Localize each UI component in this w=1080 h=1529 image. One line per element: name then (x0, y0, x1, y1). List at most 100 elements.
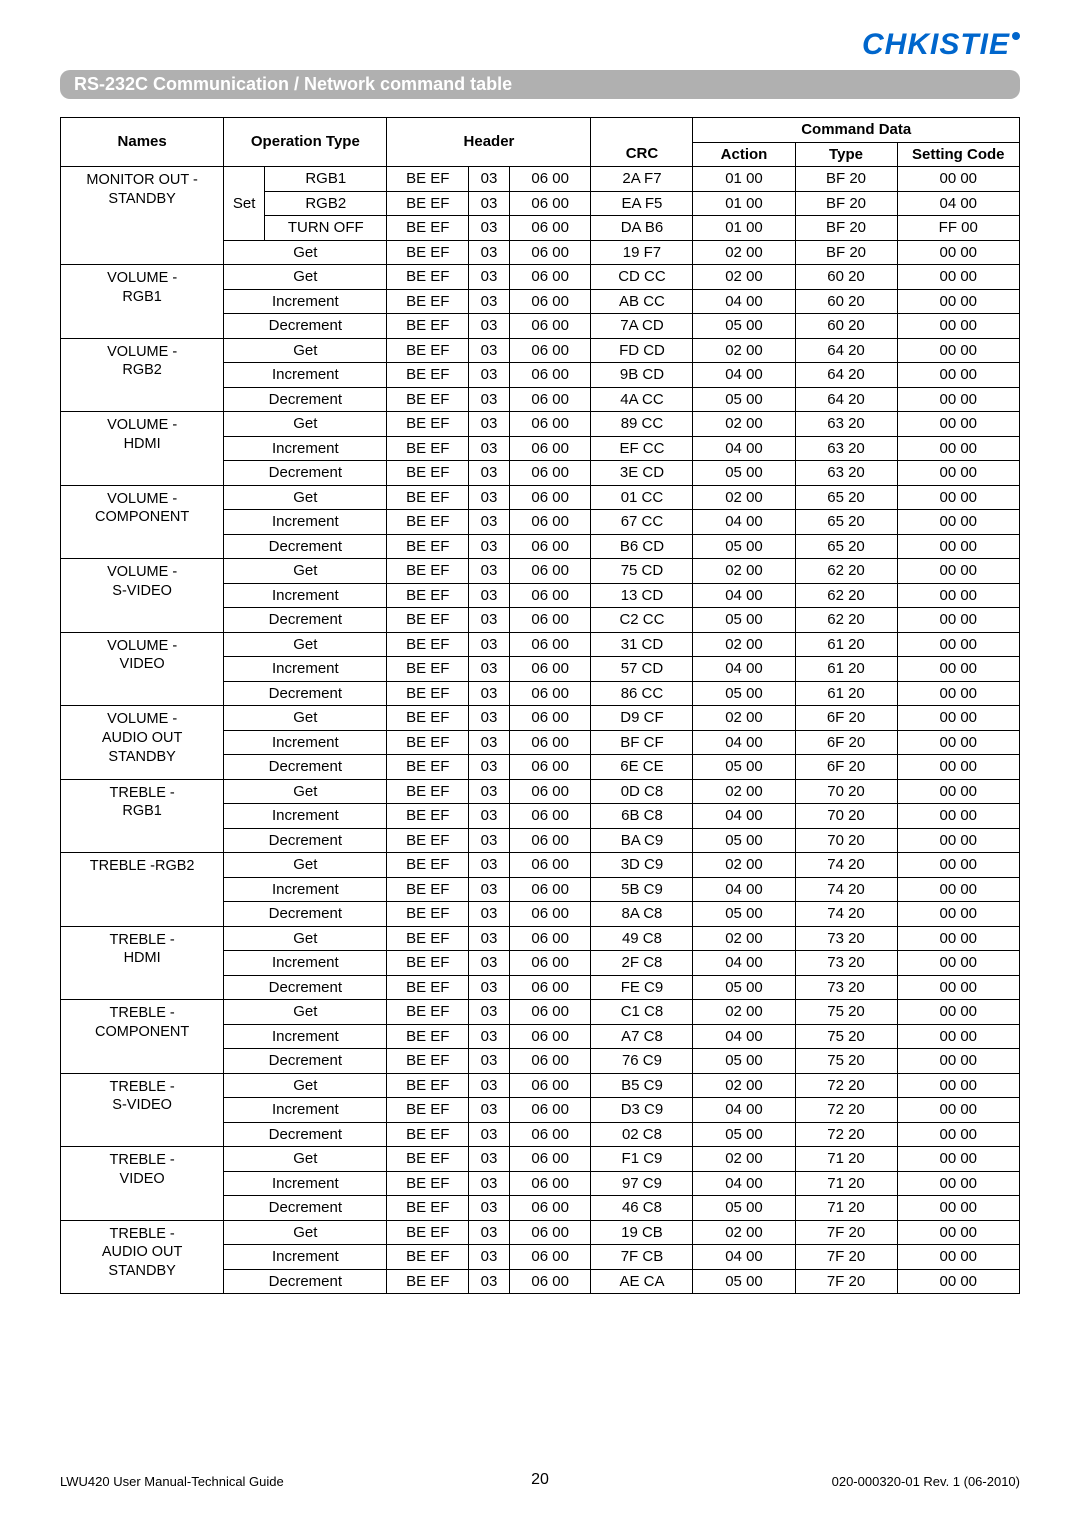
logo: CHKISTIE (862, 28, 1020, 62)
type-cell: BF 20 (795, 240, 897, 265)
h3-cell: 06 00 (509, 779, 591, 804)
h2-cell: 03 (469, 779, 510, 804)
h1-cell: BE EF (387, 461, 469, 486)
type-cell: 64 20 (795, 363, 897, 388)
h2-cell: 03 (469, 1196, 510, 1221)
type-cell: 62 20 (795, 608, 897, 633)
h1-cell: BE EF (387, 314, 469, 339)
op-full-cell: Decrement (224, 681, 387, 706)
type-cell: 62 20 (795, 559, 897, 584)
op-value-cell: TURN OFF (265, 216, 387, 241)
h2-cell: 03 (469, 706, 510, 731)
command-table: Names Operation Type Header Command Data… (60, 117, 1020, 1294)
action-cell: 05 00 (693, 534, 795, 559)
op-full-cell: Get (224, 1220, 387, 1245)
h3-cell: 06 00 (509, 926, 591, 951)
h1-cell: BE EF (387, 1049, 469, 1074)
crc-cell: 0D C8 (591, 779, 693, 804)
h2-cell: 03 (469, 853, 510, 878)
table-row: TREBLE - VIDEOGetBE EF0306 00F1 C902 007… (61, 1147, 1020, 1172)
h3-cell: 06 00 (509, 951, 591, 976)
h2-cell: 03 (469, 436, 510, 461)
h1-cell: BE EF (387, 975, 469, 1000)
crc-cell: 3D C9 (591, 853, 693, 878)
type-cell: 62 20 (795, 583, 897, 608)
code-cell: 00 00 (897, 1196, 1019, 1221)
code-cell: 00 00 (897, 730, 1019, 755)
crc-cell: D9 CF (591, 706, 693, 731)
action-cell: 04 00 (693, 583, 795, 608)
action-cell: 05 00 (693, 681, 795, 706)
code-cell: 00 00 (897, 1220, 1019, 1245)
action-cell: 04 00 (693, 1245, 795, 1270)
code-cell: 00 00 (897, 681, 1019, 706)
h3-cell: 06 00 (509, 1245, 591, 1270)
crc-cell: A7 C8 (591, 1024, 693, 1049)
type-cell: 71 20 (795, 1147, 897, 1172)
h3-cell: 06 00 (509, 1000, 591, 1025)
crc-cell: BF CF (591, 730, 693, 755)
action-cell: 02 00 (693, 412, 795, 437)
type-cell: 7F 20 (795, 1245, 897, 1270)
action-cell: 04 00 (693, 436, 795, 461)
h2-cell: 03 (469, 1024, 510, 1049)
code-cell: 00 00 (897, 1000, 1019, 1025)
page-number: 20 (531, 1471, 549, 1489)
h3-cell: 06 00 (509, 314, 591, 339)
crc-cell: AB CC (591, 289, 693, 314)
code-cell: 00 00 (897, 1147, 1019, 1172)
table-row: VOLUME - COMPONENTGetBE EF0306 0001 CC02… (61, 485, 1020, 510)
h1-cell: BE EF (387, 706, 469, 731)
crc-cell: 5B C9 (591, 877, 693, 902)
op-full-cell: Increment (224, 1098, 387, 1123)
h2-cell: 03 (469, 265, 510, 290)
th-header: Header (387, 118, 591, 167)
code-cell: 00 00 (897, 706, 1019, 731)
table-row: VOLUME - HDMIGetBE EF0306 0089 CC02 0063… (61, 412, 1020, 437)
h1-cell: BE EF (387, 167, 469, 192)
op-full-cell: Increment (224, 1245, 387, 1270)
code-cell: 00 00 (897, 1122, 1019, 1147)
h3-cell: 06 00 (509, 534, 591, 559)
name-cell: VOLUME - AUDIO OUTSTANDBY (61, 706, 224, 780)
h1-cell: BE EF (387, 485, 469, 510)
op-full-cell: Get (224, 632, 387, 657)
code-cell: 00 00 (897, 559, 1019, 584)
code-cell: 00 00 (897, 1049, 1019, 1074)
action-cell: 04 00 (693, 1098, 795, 1123)
action-cell: 05 00 (693, 902, 795, 927)
code-cell: 00 00 (897, 779, 1019, 804)
crc-cell: F1 C9 (591, 1147, 693, 1172)
h3-cell: 06 00 (509, 1196, 591, 1221)
h3-cell: 06 00 (509, 387, 591, 412)
name-cell: VOLUME - COMPONENT (61, 485, 224, 559)
h1-cell: BE EF (387, 1147, 469, 1172)
crc-cell: CD CC (591, 265, 693, 290)
op-full-cell: Get (224, 265, 387, 290)
h1-cell: BE EF (387, 608, 469, 633)
type-cell: 7F 20 (795, 1220, 897, 1245)
name-cell: MONITOR OUT - STANDBY (61, 167, 224, 265)
h2-cell: 03 (469, 681, 510, 706)
h3-cell: 06 00 (509, 1049, 591, 1074)
code-cell: 00 00 (897, 853, 1019, 878)
th-action: Action (693, 142, 795, 167)
action-cell: 02 00 (693, 926, 795, 951)
h3-cell: 06 00 (509, 216, 591, 241)
type-cell: 61 20 (795, 657, 897, 682)
code-cell: 00 00 (897, 265, 1019, 290)
h2-cell: 03 (469, 461, 510, 486)
action-cell: 02 00 (693, 1073, 795, 1098)
page-title: RS-232C Communication / Network command … (74, 74, 512, 94)
name-cell: TREBLE -RGB2 (61, 853, 224, 927)
name-cell: VOLUME - HDMI (61, 412, 224, 486)
h1-cell: BE EF (387, 510, 469, 535)
h1-cell: BE EF (387, 240, 469, 265)
h3-cell: 06 00 (509, 804, 591, 829)
action-cell: 05 00 (693, 314, 795, 339)
type-cell: 75 20 (795, 1000, 897, 1025)
th-crc-top (591, 118, 693, 143)
h2-cell: 03 (469, 1049, 510, 1074)
code-cell: 00 00 (897, 755, 1019, 780)
crc-cell: 2A F7 (591, 167, 693, 192)
